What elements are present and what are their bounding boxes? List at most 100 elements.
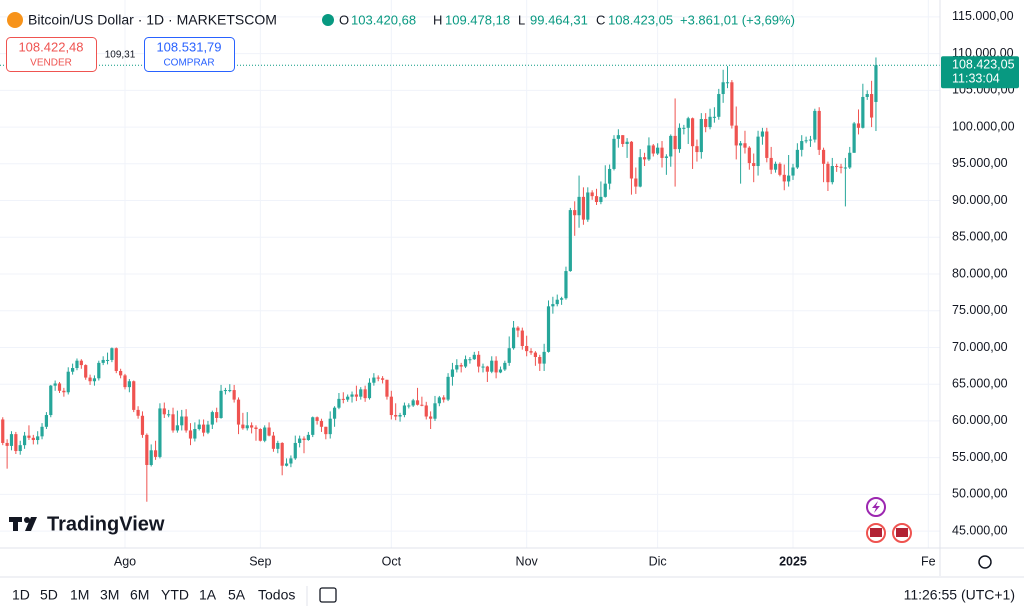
candle-body (71, 368, 75, 372)
candle-body (162, 408, 166, 415)
candle-body (350, 394, 354, 397)
ohlc-key: H (433, 12, 442, 27)
range-button[interactable]: Todos (258, 587, 295, 603)
range-button[interactable]: 5D (40, 587, 58, 603)
candle-body (175, 425, 179, 431)
candle-body (123, 375, 127, 388)
candle-body (372, 377, 376, 383)
candle-body (158, 408, 162, 457)
candle-body (695, 146, 699, 153)
candle-body (813, 110, 817, 140)
candle-body (201, 424, 206, 433)
candle-body (27, 435, 31, 438)
candle-body (638, 157, 642, 187)
candle-body (555, 299, 559, 305)
candle-body (298, 438, 302, 443)
candle-body (704, 119, 708, 128)
range-button[interactable]: 1D (12, 587, 30, 603)
candle-body (437, 397, 441, 404)
candle-body (57, 383, 62, 391)
candle-body (389, 396, 393, 416)
logo-icon (9, 517, 37, 531)
range-button[interactable]: 3M (100, 587, 119, 603)
ohlc-key: C (596, 12, 605, 27)
candle-body (459, 365, 463, 367)
candle-body (586, 192, 590, 220)
x-tick-label: 2025 (779, 554, 807, 568)
candle-body (765, 131, 769, 158)
candle-body (725, 82, 730, 84)
candle-body (341, 398, 345, 400)
range-button[interactable]: 5A (228, 587, 246, 603)
candle-body (359, 389, 363, 397)
candle-body (852, 123, 856, 153)
candle-body (193, 428, 197, 439)
y-tick-label: 55.000,00 (952, 450, 1008, 464)
x-tick-label: Sep (249, 554, 271, 568)
candle-body (581, 196, 586, 220)
settings-icon[interactable] (978, 555, 992, 569)
candle-body (625, 141, 629, 144)
candle-body (223, 390, 228, 392)
range-button[interactable]: 1A (199, 587, 217, 603)
candle-body (363, 389, 367, 399)
candle-body (380, 378, 385, 380)
candle-body (856, 123, 861, 128)
candle-body (284, 463, 289, 466)
ohlc-value: 103.420,68 (351, 12, 416, 27)
candle-body (62, 390, 66, 393)
sell-button[interactable] (6, 37, 97, 72)
candle-body (485, 366, 489, 372)
candle-body (590, 192, 594, 197)
buy-button[interactable] (144, 37, 235, 72)
candle-body (551, 304, 555, 307)
candle-body (830, 166, 834, 183)
candle-body (594, 196, 599, 203)
range-button[interactable]: 1M (70, 587, 89, 603)
candle-body (429, 416, 433, 419)
x-tick-label: Nov (516, 554, 539, 568)
candle-body (188, 430, 193, 439)
candle-body (782, 174, 786, 182)
candle-body (869, 94, 874, 118)
y-tick-label: 80.000,00 (952, 266, 1008, 280)
y-tick-label: 75.000,00 (952, 303, 1008, 317)
candle-body (874, 65, 878, 102)
candle-body (180, 416, 184, 426)
candle-body (861, 96, 865, 128)
candle-body (699, 119, 703, 153)
date-range-icon[interactable] (319, 587, 337, 603)
candle-body (346, 396, 350, 400)
candle-body (385, 379, 389, 397)
candle-body (254, 427, 258, 429)
countdown: 11:33:04 (952, 72, 1000, 86)
candle-body (267, 427, 271, 436)
candle-body (795, 149, 799, 168)
range-button[interactable]: YTD (161, 587, 189, 603)
candle-body (88, 377, 92, 382)
candle-body (49, 385, 53, 416)
candle-body (664, 156, 668, 158)
candle-body (132, 381, 136, 410)
flag (896, 528, 908, 537)
candle-body (302, 438, 306, 441)
candle-body (424, 405, 428, 417)
x-tick-label: Fe (921, 554, 936, 568)
candle-body (241, 424, 245, 429)
ohlc-value: 108.423,05 (608, 12, 673, 27)
candle-body (612, 138, 616, 169)
candle-body (153, 450, 158, 457)
range-button[interactable]: 6M (130, 587, 149, 603)
candle-body (468, 359, 472, 361)
buy-price: 108.531,79 (156, 39, 221, 54)
candle-body (171, 414, 175, 431)
y-tick-label: 70.000,00 (952, 340, 1008, 354)
candle-body (564, 271, 568, 299)
candle-body (660, 147, 664, 158)
candle-body (14, 434, 18, 452)
candle-body (773, 163, 778, 170)
status-icon[interactable] (322, 14, 334, 26)
candle-body (101, 359, 105, 363)
candle-body (656, 147, 660, 154)
candle-body (232, 390, 236, 400)
